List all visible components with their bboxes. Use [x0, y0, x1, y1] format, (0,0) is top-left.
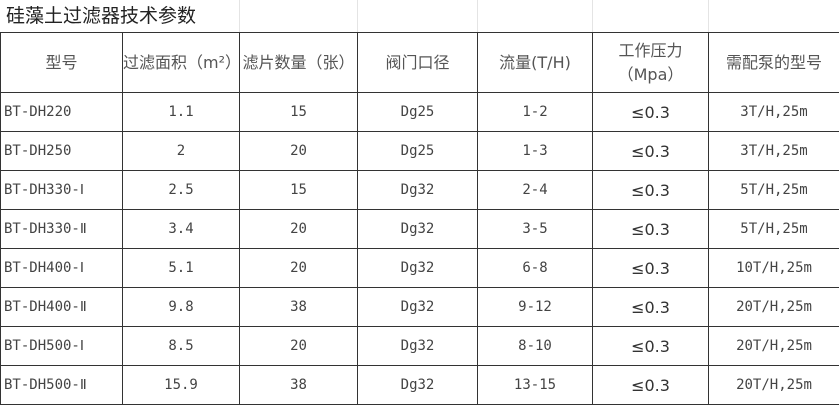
header-pressure: 工作压力（Mpa）	[592, 32, 709, 93]
cell-flow: 3-5	[477, 209, 593, 249]
cell-valve-size: Dg32	[357, 365, 478, 405]
table-row: BT-DH400-Ⅰ 5.1 20 Dg32 6-8 ≤0.3 10T/H,25m	[0, 248, 839, 288]
header-row: 型号 过滤面积（m²） 滤片数量（张） 阀门口径 流量(T/H) 工作压力（Mpa） 需配泵…	[0, 32, 839, 93]
cell-filter-area: 3.4	[122, 209, 240, 249]
cell-pump-model: 20T/H,25m	[708, 365, 839, 405]
header-filter-count: 滤片数量（张）	[239, 32, 358, 93]
cell-pump-model: 10T/H,25m	[708, 248, 839, 288]
table-row: BT-DH330-Ⅱ 3.4 20 Dg32 3-5 ≤0.3 5T/H,25m	[0, 209, 839, 249]
cell-model: BT-DH500-Ⅰ	[0, 326, 123, 366]
cell-pressure: ≤0.3	[592, 170, 709, 210]
cell-valve-size: Dg32	[357, 326, 478, 366]
cell-filter-area: 15.9	[122, 365, 240, 405]
cell-pressure: ≤0.3	[592, 326, 709, 366]
cell-pump-model: 5T/H,25m	[708, 209, 839, 249]
cell-valve-size: Dg32	[357, 209, 478, 249]
cell-model: BT-DH220	[0, 92, 123, 132]
cell-filter-area: 1.1	[122, 92, 240, 132]
cell-flow: 6-8	[477, 248, 593, 288]
cell-flow: 2-4	[477, 170, 593, 210]
cell-valve-size: Dg25	[357, 92, 478, 132]
cell-valve-size: Dg25	[357, 131, 478, 171]
cell-pump-model: 3T/H,25m	[708, 131, 839, 171]
cell-filter-area: 5.1	[122, 248, 240, 288]
header-flow: 流量(T/H)	[477, 32, 593, 93]
cell-model: BT-DH400-Ⅰ	[0, 248, 123, 288]
cell-pressure: ≤0.3	[592, 365, 709, 405]
cell-flow: 1-3	[477, 131, 593, 171]
cell-filter-area: 9.8	[122, 287, 240, 327]
cell-model: BT-DH330-Ⅱ	[0, 209, 123, 249]
cell-filter-count: 20	[239, 209, 358, 249]
cell-pressure: ≤0.3	[592, 131, 709, 171]
cell-flow: 9-12	[477, 287, 593, 327]
table-row: BT-DH330-Ⅰ 2.5 15 Dg32 2-4 ≤0.3 5T/H,25m	[0, 170, 839, 210]
cell-filter-area: 2	[122, 131, 240, 171]
cell-pressure: ≤0.3	[592, 92, 709, 132]
cell-model: BT-DH500-Ⅱ	[0, 365, 123, 405]
cell-filter-count: 20	[239, 326, 358, 366]
table-row: BT-DH500-Ⅱ 15.9 38 Dg32 13-15 ≤0.3 20T/H,25m	[0, 365, 839, 405]
table-row: BT-DH500-Ⅰ 8.5 20 Dg32 8-10 ≤0.3 20T/H,25m	[0, 326, 839, 366]
cell-valve-size: Dg32	[357, 287, 478, 327]
header-filter-area: 过滤面积（m²）	[122, 32, 241, 93]
cell-filter-count: 38	[239, 287, 358, 327]
cell-filter-count: 15	[239, 92, 358, 132]
table-row: BT-DH220 1.1 15 Dg25 1-2 ≤0.3 3T/H,25m	[0, 92, 839, 132]
cell-pressure: ≤0.3	[592, 287, 709, 327]
cell-pump-model: 3T/H,25m	[708, 92, 839, 132]
cell-pump-model: 20T/H,25m	[708, 287, 839, 327]
cell-flow: 8-10	[477, 326, 593, 366]
cell-model: BT-DH330-Ⅰ	[0, 170, 123, 210]
table-row: BT-DH400-Ⅱ 9.8 38 Dg32 9-12 ≤0.3 20T/H,25m	[0, 287, 839, 327]
cell-pump-model: 20T/H,25m	[708, 326, 839, 366]
header-model: 型号	[0, 32, 123, 93]
header-pump-model: 需配泵的型号	[708, 32, 839, 93]
cell-pump-model: 5T/H,25m	[708, 170, 839, 210]
cell-filter-area: 2.5	[122, 170, 240, 210]
cell-valve-size: Dg32	[357, 248, 478, 288]
table-row: BT-DH250 2 20 Dg25 1-3 ≤0.3 3T/H,25m	[0, 131, 839, 171]
cell-filter-count: 20	[239, 248, 358, 288]
cell-filter-area: 8.5	[122, 326, 240, 366]
cell-model: BT-DH250	[0, 131, 123, 171]
header-valve-size: 阀门口径	[357, 32, 478, 93]
cell-flow: 13-15	[477, 365, 593, 405]
cell-filter-count: 20	[239, 131, 358, 171]
cell-valve-size: Dg32	[357, 170, 478, 210]
spec-table: 型号 过滤面积（m²） 滤片数量（张） 阀门口径 流量(T/H) 工作压力（Mpa） 需配泵…	[0, 32, 839, 405]
table-title: 硅藻土过滤器技术参数	[6, 5, 197, 27]
cell-pressure: ≤0.3	[592, 248, 709, 288]
cell-pressure: ≤0.3	[592, 209, 709, 249]
cell-filter-count: 38	[239, 365, 358, 405]
cell-flow: 1-2	[477, 92, 593, 132]
cell-filter-count: 15	[239, 170, 358, 210]
cell-model: BT-DH400-Ⅱ	[0, 287, 123, 327]
